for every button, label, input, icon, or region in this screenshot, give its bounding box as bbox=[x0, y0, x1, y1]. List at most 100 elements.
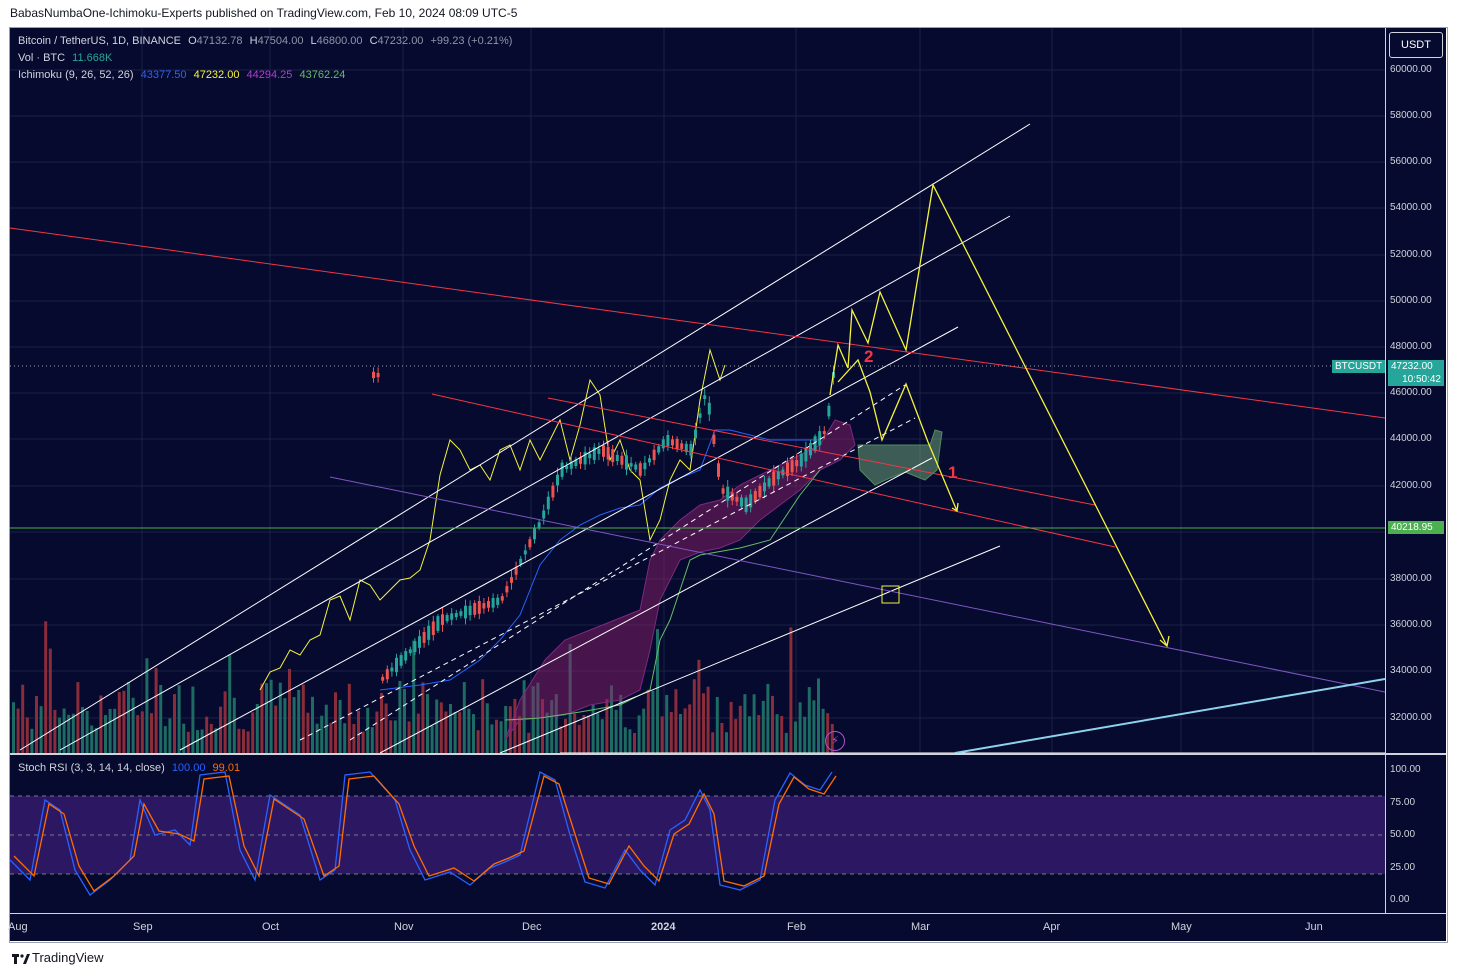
stoch-legend[interactable]: Stoch RSI (3, 3, 14, 14, close) 100.00 9… bbox=[18, 762, 241, 774]
volume-bar bbox=[481, 679, 485, 753]
candle-body bbox=[413, 641, 417, 653]
volume-bar bbox=[21, 684, 25, 753]
time-axis[interactable] bbox=[10, 914, 1446, 941]
candle-body bbox=[583, 452, 587, 465]
open-value: 47132.78 bbox=[196, 35, 243, 47]
price-axis[interactable] bbox=[1386, 28, 1446, 753]
volume-bar bbox=[449, 704, 452, 753]
volume-bar bbox=[182, 723, 186, 753]
volume-bar bbox=[531, 686, 535, 753]
price-tick: 42000.00 bbox=[1390, 480, 1432, 491]
volume-bar bbox=[439, 702, 443, 753]
main-price-pane[interactable] bbox=[10, 28, 1385, 753]
volume-bar bbox=[821, 708, 825, 753]
candle-body bbox=[533, 528, 536, 540]
candle-body bbox=[772, 471, 776, 486]
symbol-title[interactable]: Bitcoin / TetherUS, 1D, BINANCE bbox=[18, 35, 182, 47]
stoch-axis[interactable] bbox=[1386, 755, 1446, 913]
wave-label-1: 1 bbox=[948, 463, 958, 482]
volume-bar bbox=[71, 713, 75, 753]
candle-body bbox=[786, 462, 789, 477]
candle-body bbox=[648, 458, 651, 463]
volume-bar bbox=[320, 715, 324, 753]
stoch-k-value: 100.00 bbox=[171, 762, 206, 774]
ichimoku-lead-b: 43762.24 bbox=[299, 69, 346, 81]
volume-bar bbox=[499, 721, 503, 753]
volume-bar bbox=[255, 704, 259, 753]
price-tick: 58000.00 bbox=[1390, 110, 1432, 121]
candle-body bbox=[652, 449, 656, 461]
footer-brand[interactable]: TradingView bbox=[12, 950, 104, 965]
candle-body bbox=[726, 486, 730, 501]
volume-bar bbox=[209, 723, 213, 753]
volume-bar bbox=[706, 686, 710, 753]
candle-body bbox=[505, 586, 509, 593]
candle-body bbox=[712, 434, 716, 444]
candle-body bbox=[395, 657, 398, 673]
volume-legend[interactable]: Vol · BTC 11.668K bbox=[18, 52, 113, 64]
volume-bar bbox=[159, 685, 163, 753]
volume-bar bbox=[389, 720, 393, 753]
time-tick: Sep bbox=[133, 921, 153, 933]
time-tick: Oct bbox=[262, 921, 280, 933]
time-tick: Mar bbox=[911, 921, 930, 933]
candle-body bbox=[827, 405, 831, 417]
candle-body bbox=[666, 435, 670, 447]
volume-bar bbox=[637, 715, 641, 753]
candle-body bbox=[510, 577, 513, 583]
volume-bar bbox=[679, 714, 682, 753]
time-tick: May bbox=[1171, 921, 1192, 933]
candle-body bbox=[436, 616, 440, 631]
volume-bar bbox=[191, 686, 195, 753]
stoch-tick: 25.00 bbox=[1390, 862, 1416, 873]
projection-path-2 bbox=[829, 182, 1168, 647]
countdown-badge: 10:50:42 bbox=[1388, 373, 1444, 386]
volume-bar bbox=[113, 708, 117, 753]
candle-body bbox=[399, 655, 403, 666]
currency-button[interactable]: USDT bbox=[1389, 32, 1443, 58]
main-legend[interactable]: Bitcoin / TetherUS, 1D, BINANCE O47132.7… bbox=[18, 35, 513, 47]
candle-body bbox=[431, 621, 435, 635]
volume-bar bbox=[817, 678, 820, 753]
volume-bar bbox=[62, 708, 66, 753]
candle-body bbox=[588, 453, 592, 459]
candle-body bbox=[620, 455, 624, 465]
candle-body bbox=[551, 485, 555, 498]
volume-bar bbox=[766, 683, 770, 753]
ichimoku-base: 47232.00 bbox=[193, 69, 240, 81]
volume-bar bbox=[145, 658, 149, 753]
candle-body bbox=[597, 448, 601, 454]
volume-bar bbox=[610, 685, 613, 753]
candle-body bbox=[730, 492, 734, 501]
candle-body bbox=[606, 447, 610, 460]
volume-bar bbox=[462, 682, 466, 753]
candle-body bbox=[763, 482, 766, 492]
candle-body bbox=[418, 636, 421, 648]
candle-body bbox=[684, 443, 688, 453]
volume-bar bbox=[568, 644, 572, 753]
candle-body bbox=[569, 461, 573, 469]
candle-body bbox=[611, 449, 615, 463]
volume-bar bbox=[715, 697, 719, 753]
level-price-badge: 40218.95 bbox=[1388, 521, 1444, 534]
change-value: +99.23 (+0.21%) bbox=[430, 35, 513, 47]
volume-bar bbox=[108, 708, 112, 753]
volume-bar bbox=[136, 715, 140, 753]
candle-body bbox=[445, 615, 449, 622]
pane-separator[interactable] bbox=[10, 753, 1446, 755]
volume-bar bbox=[577, 724, 581, 753]
ichimoku-legend[interactable]: Ichimoku (9, 26, 52, 26) 43377.50 47232.… bbox=[18, 69, 346, 81]
volume-bar bbox=[357, 710, 360, 753]
volume-bar bbox=[12, 702, 15, 753]
symbol-tag-badge: BTCUSDT bbox=[1332, 360, 1386, 373]
volume-bar bbox=[591, 704, 595, 753]
stoch-tick: 75.00 bbox=[1390, 797, 1416, 808]
volume-bar bbox=[508, 706, 512, 753]
volume-bar bbox=[246, 731, 250, 753]
volume-bar bbox=[748, 716, 751, 753]
volume-bar bbox=[771, 695, 774, 753]
volume-bar bbox=[807, 687, 811, 753]
time-tick: Feb bbox=[787, 921, 806, 933]
lightning-icon[interactable]: ⚡ bbox=[825, 731, 845, 751]
